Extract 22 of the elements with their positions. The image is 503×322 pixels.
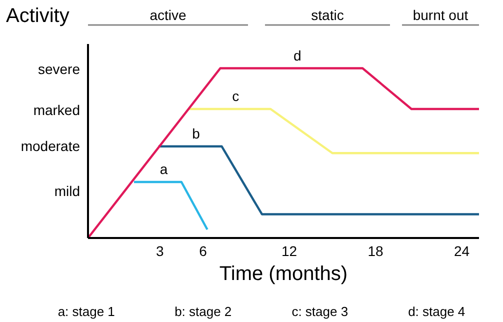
y-axis-title: Activity (6, 5, 70, 27)
x-tick-label: 12 (281, 242, 298, 259)
text: a: stage 1 (58, 304, 115, 319)
text: severe (38, 61, 80, 77)
text: b: stage 2 (174, 304, 232, 319)
text: marked (33, 102, 80, 118)
x-tick-label: 6 (199, 242, 208, 259)
text: mild (54, 183, 80, 199)
x-tick-label: 18 (368, 242, 384, 259)
x-axis-title: Time (months) (219, 263, 348, 285)
text: active (150, 7, 186, 23)
text: static (311, 7, 344, 23)
text: moderate (20, 138, 80, 154)
series-label: d (294, 47, 302, 64)
x-tick-label: 3 (156, 242, 164, 259)
x-tick-label: 24 (454, 242, 470, 259)
series-label: a (160, 160, 168, 177)
text: d: stage 4 (408, 304, 466, 319)
text: burnt out (412, 7, 468, 23)
series-label: b (192, 125, 200, 142)
text: c: stage 3 (292, 304, 348, 319)
series-label: c (232, 88, 240, 104)
